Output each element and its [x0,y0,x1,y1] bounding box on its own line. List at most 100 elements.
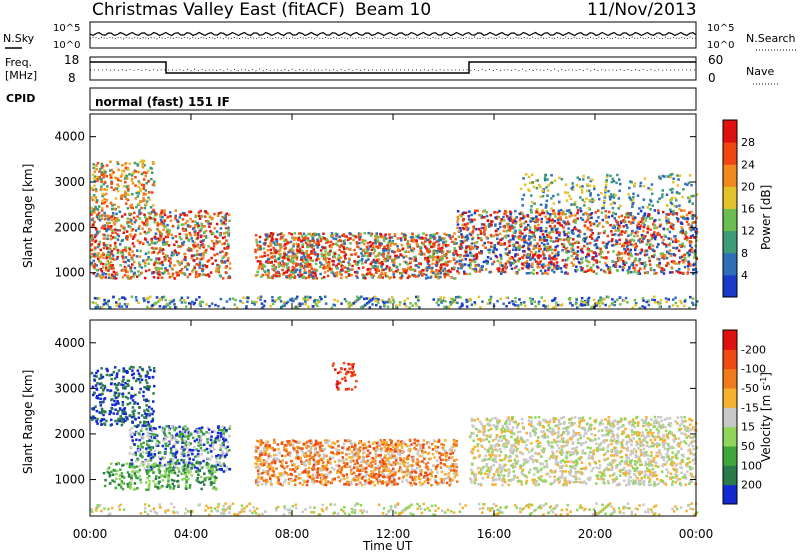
data-cell [266,274,270,277]
data-cell [211,216,214,220]
data-cell [472,227,475,231]
data-cell [696,300,699,303]
data-cell [203,231,206,234]
data-cell [633,216,637,219]
data-cell [285,275,288,278]
data-cell [616,298,619,302]
data-cell [281,264,285,267]
data-cell [559,212,562,215]
data-cell [461,263,464,266]
data-cell [296,268,299,272]
data-cell [300,273,304,277]
data-cell [502,270,505,273]
data-cell [596,224,600,227]
data-cell [523,250,526,253]
data-cell [488,248,492,252]
data-cell [692,303,695,306]
data-cell [325,256,329,260]
data-cell [124,412,128,416]
data-cell [126,403,129,406]
data-cell [519,301,523,305]
data-cell [190,300,194,304]
data-cell [291,265,295,269]
data-cell [530,302,534,305]
data-cell [118,305,121,308]
data-cell [384,267,388,271]
data-cell [457,267,460,270]
data-cell [474,268,478,271]
data-cell [208,304,211,308]
data-cell [145,421,148,424]
data-cell [285,271,289,274]
data-cell [90,261,93,265]
data-cell [175,253,179,257]
data-cell [374,242,377,245]
data-cell [663,242,666,246]
data-cell [432,250,435,253]
data-cell [545,304,548,308]
data-cell [153,263,156,266]
data-cell [195,253,198,257]
data-cell [95,375,98,378]
data-cell [314,274,317,277]
data-cell [639,209,643,213]
data-cell [643,267,646,270]
data-cell [218,240,221,243]
data-cell [387,241,390,245]
data-cell [357,232,361,235]
data-cell [308,265,312,268]
data-cell [432,235,436,238]
data-cell [572,187,575,191]
data-cell [176,219,179,222]
data-cell [531,217,535,220]
data-cell [255,241,259,244]
data-cell [370,261,373,264]
data-cell [665,264,668,267]
data-cell [148,405,151,409]
data-cell [688,211,691,214]
data-cell [652,232,656,236]
data-cell [636,253,639,256]
data-cell [518,229,521,232]
data-cell [491,245,495,249]
data-cell [415,295,418,299]
data-cell [429,276,433,279]
data-cell [202,256,205,260]
data-cell [626,214,629,218]
data-cell [140,414,144,417]
data-cell [293,276,296,280]
data-cell [567,210,571,214]
data-cell [621,268,625,272]
data-cell [677,249,681,252]
data-cell [204,235,208,238]
data-cell [177,244,180,248]
data-cell [309,258,312,262]
data-cell [614,264,618,268]
data-cell [265,233,269,236]
data-cell [666,261,669,265]
data-cell [168,264,172,268]
data-cell [441,250,445,253]
data-cell [323,237,326,240]
data-cell [552,240,555,243]
data-cell [555,261,559,264]
data-cell [349,247,352,251]
data-cell [532,272,535,275]
data-cell [320,277,324,280]
data-cell [96,161,100,165]
data-cell [147,375,151,379]
data-cell [406,246,410,249]
data-cell [190,256,194,260]
data-cell [528,237,531,241]
data-cell [427,248,431,251]
data-cell [301,249,304,253]
data-cell [539,212,542,216]
data-cell [376,239,380,242]
data-cell [541,211,544,215]
data-cell [611,238,614,241]
data-cell [518,246,522,249]
data-cell [419,249,422,252]
data-cell [506,225,510,228]
data-cell [162,306,165,310]
data-cell [312,249,315,253]
